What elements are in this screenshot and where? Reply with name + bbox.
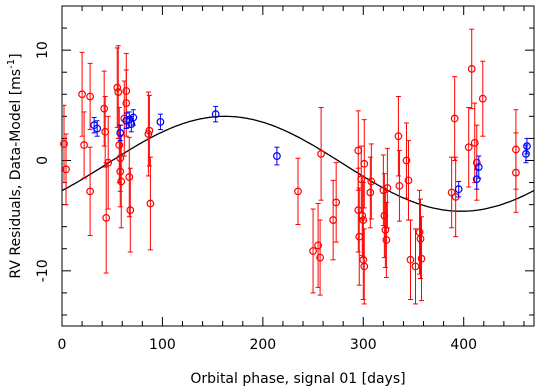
data-point bbox=[474, 163, 483, 172]
y-axis-label-end: ] bbox=[8, 53, 24, 58]
data-point bbox=[145, 126, 154, 135]
data-point bbox=[382, 236, 391, 244]
data-point bbox=[416, 234, 425, 243]
y-tick-label: 10 bbox=[35, 41, 51, 59]
data-point bbox=[367, 177, 376, 186]
data-point bbox=[447, 188, 456, 197]
data-point bbox=[366, 188, 375, 197]
data-point bbox=[86, 92, 95, 101]
data-point bbox=[273, 152, 281, 160]
data-point bbox=[472, 175, 481, 184]
data-point bbox=[117, 177, 126, 186]
data-point bbox=[120, 114, 129, 123]
series-blue-points bbox=[90, 105, 531, 198]
data-point bbox=[86, 187, 95, 196]
data-point bbox=[62, 165, 70, 174]
data-point bbox=[104, 158, 113, 167]
x-tick-label: 400 bbox=[450, 337, 477, 353]
data-point bbox=[454, 185, 463, 194]
y-tick-label: -10 bbox=[35, 259, 51, 282]
y-axis-label-superscript: -1 bbox=[6, 59, 17, 69]
data-point bbox=[294, 187, 302, 196]
data-point bbox=[379, 186, 388, 195]
data-point bbox=[472, 158, 481, 167]
data-point bbox=[360, 262, 369, 271]
data-point bbox=[115, 141, 124, 149]
data-point bbox=[402, 156, 411, 165]
data-point bbox=[116, 167, 125, 176]
axis-tick-labels: 0 100 200 300 400 -10 0 10 bbox=[35, 41, 477, 353]
x-tick-label: 300 bbox=[350, 337, 377, 353]
data-point bbox=[395, 181, 404, 190]
data-point bbox=[467, 64, 476, 73]
data-point bbox=[100, 104, 109, 113]
data-point bbox=[129, 113, 138, 122]
data-point bbox=[470, 138, 479, 147]
data-point bbox=[383, 184, 392, 192]
data-point bbox=[417, 254, 426, 263]
data-point bbox=[317, 149, 325, 158]
data-point bbox=[102, 213, 111, 222]
data-point bbox=[116, 128, 125, 137]
x-tick-label: 0 bbox=[58, 337, 67, 353]
data-point bbox=[523, 142, 531, 151]
y-axis-label: RV Residuals, Data-Model [ms-1] bbox=[6, 53, 24, 278]
plot-frame bbox=[61, 5, 535, 327]
data-point bbox=[512, 168, 520, 177]
data-point bbox=[122, 99, 131, 108]
data-point bbox=[309, 247, 317, 255]
data-point bbox=[450, 114, 459, 123]
data-point bbox=[78, 90, 86, 99]
data-point bbox=[113, 83, 122, 92]
data-point bbox=[464, 143, 473, 152]
x-axis-label: Orbital phase, signal 01 [days] bbox=[190, 371, 405, 387]
data-point bbox=[394, 132, 403, 141]
data-points bbox=[60, 28, 531, 305]
data-point bbox=[126, 206, 135, 215]
data-point bbox=[60, 140, 68, 148]
data-point bbox=[146, 199, 155, 208]
data-point bbox=[332, 198, 341, 207]
data-point bbox=[156, 117, 165, 126]
data-point bbox=[80, 141, 88, 149]
data-point bbox=[404, 176, 413, 185]
series-red-points bbox=[60, 28, 520, 305]
data-point bbox=[358, 211, 367, 220]
x-tick-label: 100 bbox=[149, 337, 176, 353]
data-point bbox=[381, 226, 390, 234]
data-point bbox=[125, 173, 134, 181]
y-axis-label-main: RV Residuals, Data-Model [ms bbox=[8, 69, 24, 279]
data-point bbox=[316, 253, 324, 262]
x-tick-label: 200 bbox=[249, 337, 276, 353]
data-point bbox=[114, 88, 123, 96]
data-point bbox=[314, 241, 322, 250]
data-point bbox=[478, 94, 487, 103]
data-point bbox=[144, 130, 153, 138]
data-point bbox=[406, 255, 415, 264]
data-point bbox=[93, 124, 102, 133]
y-tick-label: 0 bbox=[35, 156, 51, 165]
data-point bbox=[411, 262, 420, 271]
data-point bbox=[211, 110, 220, 119]
data-point bbox=[360, 159, 369, 168]
